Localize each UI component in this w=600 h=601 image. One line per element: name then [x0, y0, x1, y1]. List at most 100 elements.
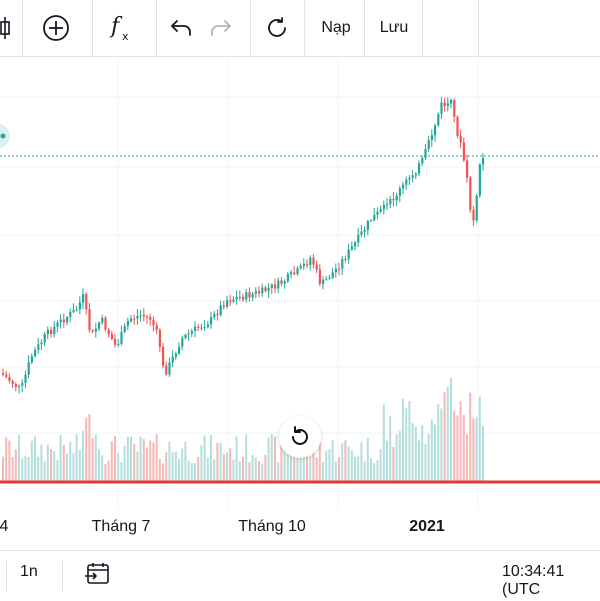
- save-button[interactable]: Lưu: [379, 19, 409, 36]
- volume-bar: [386, 440, 388, 482]
- toolbar-divider: [364, 0, 365, 56]
- volume-bar: [110, 441, 113, 482]
- volume-bar: [318, 442, 321, 482]
- candle-body: [344, 259, 347, 261]
- candle-body: [5, 374, 8, 377]
- candle-body: [178, 346, 181, 354]
- candle-body: [318, 269, 321, 284]
- candle-body: [120, 331, 123, 344]
- volume-bar: [405, 408, 408, 482]
- volume-bar: [466, 434, 468, 482]
- candle-body: [117, 343, 120, 345]
- candle-body: [274, 284, 277, 289]
- candle-body: [123, 325, 126, 332]
- candle-body: [94, 328, 97, 332]
- toolbar-divider: [62, 561, 63, 591]
- volume-bar: [18, 434, 20, 482]
- candle-body: [299, 266, 302, 269]
- volume-bar: [194, 463, 196, 482]
- chart-pane[interactable]: [0, 57, 600, 509]
- add-circle-icon[interactable]: [36, 0, 76, 56]
- volume-bar: [414, 426, 417, 482]
- volume-bar: [152, 442, 155, 482]
- volume-bar: [274, 436, 276, 482]
- volume-bar: [459, 401, 462, 482]
- compare-range-icon[interactable]: [84, 561, 112, 592]
- volume-bar: [120, 461, 123, 482]
- volume-bar: [162, 463, 164, 482]
- volume-bar: [398, 430, 401, 482]
- bottom-bar: 1n 10:34:41 (UTC: [0, 550, 600, 601]
- load-button[interactable]: Nạp: [321, 19, 351, 36]
- candle-body: [450, 100, 453, 104]
- volume-bar: [53, 450, 56, 482]
- candle-body: [107, 329, 110, 335]
- candle-body: [402, 184, 405, 189]
- volume-bar: [200, 445, 203, 482]
- refresh-icon[interactable]: [262, 0, 292, 56]
- volume-bar: [40, 444, 43, 482]
- undo-icon[interactable]: [166, 0, 196, 56]
- volume-bar: [123, 445, 126, 482]
- volume-bar: [370, 458, 372, 482]
- candle-body: [398, 188, 401, 196]
- volume-bar: [168, 441, 171, 482]
- volume-bar: [146, 447, 148, 482]
- candle-body: [357, 234, 360, 243]
- candle-body: [482, 157, 485, 165]
- candle-body: [280, 280, 283, 284]
- candle-body: [245, 292, 248, 300]
- volume-bar: [171, 452, 174, 482]
- candle-body: [158, 330, 161, 347]
- volume-bar: [293, 453, 296, 482]
- candle-body: [165, 365, 168, 375]
- candle-body: [101, 317, 104, 323]
- volume-bar: [190, 463, 193, 482]
- candle-body: [462, 142, 465, 161]
- volume-bar: [341, 443, 344, 482]
- candle-body: [472, 209, 475, 221]
- candle-body: [2, 373, 5, 375]
- volume-bar: [261, 463, 264, 482]
- candle-body: [142, 315, 145, 317]
- volume-bar: [75, 434, 78, 482]
- redo-icon[interactable]: [206, 0, 236, 56]
- volume-bar: [46, 444, 49, 482]
- candle-body: [312, 257, 315, 265]
- clock-display[interactable]: 10:34:41 (UTC: [502, 563, 565, 598]
- candle-body: [171, 356, 174, 363]
- volume-bar: [296, 454, 299, 482]
- price-chart[interactable]: [0, 57, 600, 509]
- volume-bar: [251, 454, 254, 482]
- volume-bar: [62, 444, 65, 482]
- volume-bar: [88, 414, 91, 482]
- volume-bar: [472, 418, 475, 482]
- volume-bar: [222, 453, 225, 482]
- function-icon[interactable]: f x: [104, 0, 138, 56]
- volume-bar: [434, 424, 436, 482]
- volume-bar: [379, 449, 382, 482]
- volume-bar: [258, 461, 260, 482]
- volume-bar: [469, 392, 472, 482]
- candle-body: [408, 177, 411, 180]
- candlestick-icon[interactable]: [0, 0, 14, 56]
- candle-body: [370, 220, 373, 222]
- candle-body: [50, 329, 53, 334]
- toolbar-divider: [478, 0, 479, 56]
- svg-text:x: x: [122, 30, 129, 43]
- volume-bar: [392, 447, 395, 482]
- candle-body: [296, 268, 299, 274]
- candle-body: [446, 103, 449, 106]
- candle-body: [18, 385, 21, 387]
- time-axis[interactable]: 4 Tháng 7 Tháng 10 2021: [0, 510, 600, 548]
- interval-button[interactable]: 1n: [20, 563, 38, 580]
- volume-bar: [101, 455, 104, 482]
- candle-body: [427, 140, 430, 149]
- candle-body: [424, 148, 427, 158]
- object-tree-icon[interactable]: [0, 124, 10, 148]
- candle-body: [392, 198, 395, 201]
- candle-body: [306, 264, 309, 266]
- volume-bar: [299, 451, 302, 482]
- reset-chart-button[interactable]: [279, 416, 321, 458]
- candle-body: [40, 342, 43, 345]
